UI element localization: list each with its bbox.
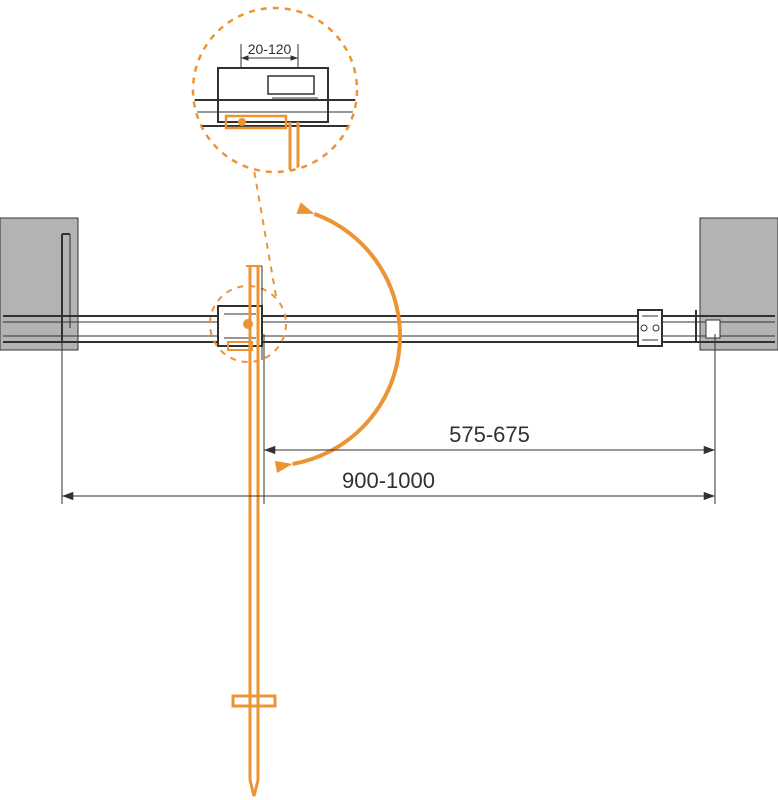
dimension-door-width: 575-675 <box>449 422 530 447</box>
detail-tolerance-label: 20-120 <box>248 41 292 57</box>
dimension-opening-width: 900-1000 <box>342 468 435 493</box>
